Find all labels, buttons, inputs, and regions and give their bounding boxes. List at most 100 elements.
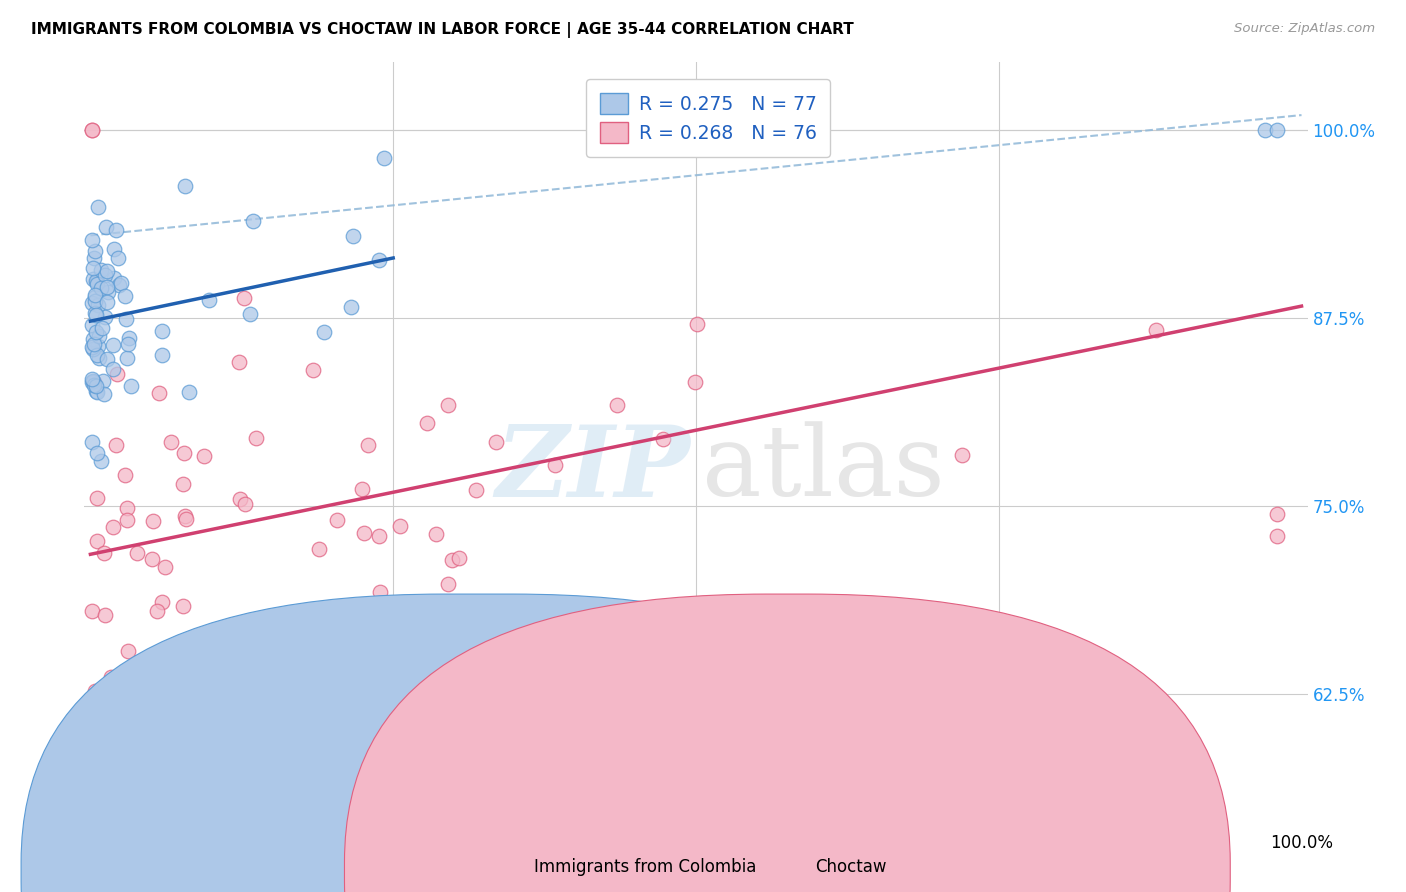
Point — [1254, 123, 1277, 137]
Point — [93, 546, 115, 560]
Point — [425, 527, 447, 541]
Point — [1265, 123, 1288, 137]
Point — [198, 293, 221, 307]
Point — [117, 337, 139, 351]
Point — [94, 688, 117, 702]
Point — [146, 604, 169, 618]
Point — [115, 500, 138, 515]
Point — [148, 385, 170, 400]
Point — [142, 514, 165, 528]
Point — [86, 325, 108, 339]
Point — [80, 376, 103, 390]
Point — [228, 355, 250, 369]
Point — [94, 310, 117, 324]
Point — [101, 338, 124, 352]
Point — [172, 599, 194, 613]
Point — [97, 285, 120, 299]
Point — [84, 683, 107, 698]
Point — [440, 553, 463, 567]
Point — [80, 604, 103, 618]
Point — [120, 379, 142, 393]
Point — [436, 398, 458, 412]
Point — [96, 219, 118, 234]
Point — [107, 252, 129, 266]
Point — [114, 467, 136, 482]
Point — [83, 288, 105, 302]
Point — [80, 233, 103, 247]
Point — [96, 351, 118, 366]
Point — [145, 739, 167, 753]
Point — [80, 434, 103, 449]
Point — [82, 260, 104, 275]
Point — [82, 272, 104, 286]
Point — [388, 519, 411, 533]
Point — [368, 529, 391, 543]
Point — [150, 348, 173, 362]
Point — [174, 509, 197, 524]
Point — [150, 595, 173, 609]
Point — [105, 367, 128, 381]
Point — [103, 242, 125, 256]
Point — [82, 731, 104, 746]
Point — [83, 294, 105, 309]
Point — [90, 281, 112, 295]
Point — [232, 291, 254, 305]
Point — [87, 338, 110, 352]
Point — [86, 446, 108, 460]
Point — [80, 123, 103, 137]
Point — [326, 513, 349, 527]
Point — [367, 252, 389, 267]
Point — [651, 432, 673, 446]
Point — [89, 688, 111, 702]
Point — [686, 317, 709, 331]
Point — [153, 560, 176, 574]
Point — [100, 670, 122, 684]
Point — [108, 277, 131, 292]
Point — [86, 702, 108, 716]
Point — [245, 431, 267, 445]
Point — [177, 792, 200, 806]
Point — [80, 371, 103, 385]
Point — [96, 264, 118, 278]
Point — [89, 351, 111, 365]
Point — [84, 290, 107, 304]
Point — [239, 306, 262, 320]
Text: Source: ZipAtlas.com: Source: ZipAtlas.com — [1234, 22, 1375, 36]
Point — [80, 340, 103, 354]
Point — [90, 263, 112, 277]
Point — [86, 274, 108, 288]
Point — [101, 520, 124, 534]
Point — [127, 546, 149, 560]
Point — [83, 251, 105, 265]
Point — [105, 438, 128, 452]
Point — [86, 687, 108, 701]
Point — [173, 446, 195, 460]
Point — [356, 438, 378, 452]
Point — [110, 276, 132, 290]
Point — [150, 324, 173, 338]
Point — [83, 244, 105, 258]
Point — [115, 312, 138, 326]
Text: Immigrants from Colombia: Immigrants from Colombia — [534, 858, 756, 876]
Point — [118, 331, 141, 345]
Point — [82, 332, 104, 346]
Point — [82, 342, 104, 356]
Point — [105, 222, 128, 236]
Text: IMMIGRANTS FROM COLOMBIA VS CHOCTAW IN LABOR FORCE | AGE 35-44 CORRELATION CHART: IMMIGRANTS FROM COLOMBIA VS CHOCTAW IN L… — [31, 22, 853, 38]
Point — [1265, 507, 1288, 521]
Point — [179, 385, 201, 400]
Point — [160, 435, 183, 450]
Point — [176, 512, 198, 526]
Point — [353, 525, 375, 540]
Point — [172, 476, 194, 491]
Point — [117, 644, 139, 658]
Point — [86, 308, 108, 322]
Point — [436, 577, 458, 591]
Point — [93, 387, 115, 401]
Point — [103, 270, 125, 285]
Text: Choctaw: Choctaw — [815, 858, 887, 876]
Point — [1265, 529, 1288, 543]
Point — [114, 289, 136, 303]
Point — [90, 690, 112, 705]
Point — [83, 376, 105, 390]
